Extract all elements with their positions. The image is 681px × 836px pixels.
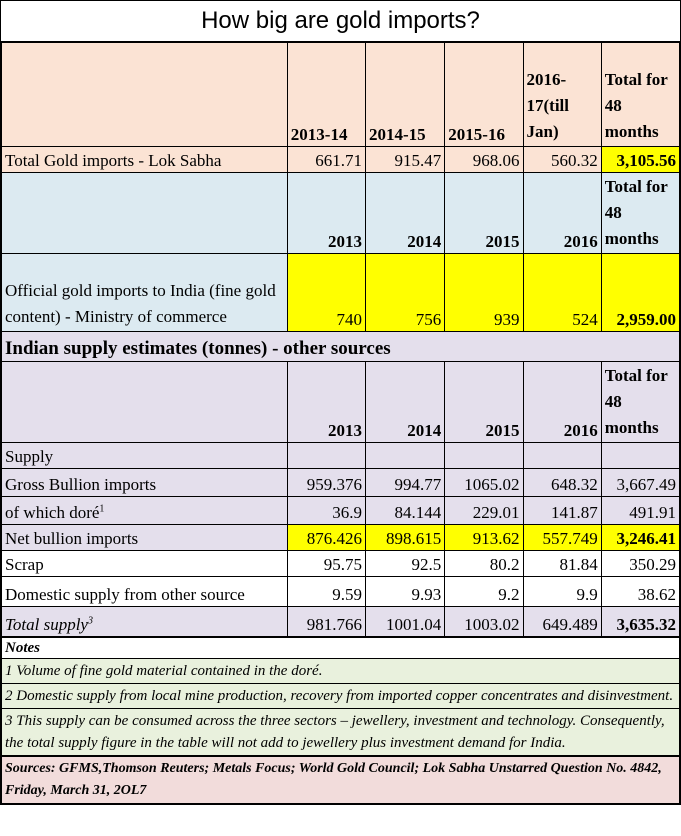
supply-label-row: Supply [1, 442, 681, 469]
table-row: Domestic supply from other source 9.59 9… [1, 576, 681, 607]
header-blank-cell [1, 361, 288, 443]
column-header: 2013-14 [286, 42, 367, 147]
total-cell: 350.29 [600, 550, 681, 577]
lok-sabha-row: Total Gold imports - Lok Sabha 661.71 91… [1, 146, 681, 173]
header-blank-cell [1, 172, 288, 254]
column-header: 2015-16 [444, 42, 524, 147]
total-cell: 2,959.00 [600, 253, 681, 332]
footnote-marker: 3 [87, 615, 93, 627]
row-label-cell: Total supply3 [1, 606, 288, 637]
value-cell: 1003.02 [444, 606, 524, 637]
value-cell: 557.749 [522, 524, 602, 551]
row-label: of which doré [5, 503, 100, 522]
column-header: 2015 [444, 172, 524, 254]
column-header: 2013 [286, 361, 367, 443]
total-cell: 3,635.32 [600, 606, 681, 637]
value-cell: 81.84 [522, 550, 602, 577]
section-title-row: Indian supply estimates (tonnes) - other… [1, 331, 680, 362]
sources-text: Sources: GFMS,Thomson Reuters; Metals Fo… [1, 756, 680, 804]
value-cell: 959.376 [286, 468, 367, 497]
value-cell: 649.489 [522, 606, 602, 637]
total-cell: 491.91 [600, 496, 681, 525]
table-row: Scrap 95.75 92.5 80.2 81.84 350.29 [1, 550, 681, 577]
footnote-marker: 1 [99, 503, 105, 515]
column-header: 2016-17(till Jan) [522, 42, 602, 147]
lok-sabha-header-row: 2013-14 2014-15 2015-16 2016-17(till Jan… [1, 42, 681, 147]
column-header-total: Total for 48 months [600, 42, 681, 147]
value-cell: 9.9 [522, 576, 602, 607]
row-label-cell: of which doré1 [1, 496, 288, 525]
column-header: 2014 [365, 172, 446, 254]
commerce-header-row: 2013 2014 2015 2016 Total for 48 months [1, 172, 681, 254]
column-header-total: Total for 48 months [600, 172, 681, 254]
sources-table: Sources: GFMS,Thomson Reuters; Metals Fo… [1, 756, 680, 804]
page-title: How big are gold imports? [1, 1, 680, 42]
value-cell: 661.71 [286, 146, 367, 173]
column-header-total: Total for 48 months [600, 361, 681, 443]
value-cell: 648.32 [522, 468, 602, 497]
value-cell: 939 [444, 253, 524, 332]
value-cell: 9.93 [365, 576, 446, 607]
column-header: 2014 [365, 361, 446, 443]
column-header: 2016 [522, 172, 602, 254]
header-blank-cell [1, 42, 288, 147]
column-header: 2016 [522, 361, 602, 443]
value-cell: 968.06 [444, 146, 524, 173]
value-cell: 92.5 [365, 550, 446, 577]
value-cell: 80.2 [444, 550, 524, 577]
note-item: 2 Domestic supply from local mine produc… [1, 683, 680, 709]
value-cell: 876.426 [286, 524, 367, 551]
value-cell: 229.01 [444, 496, 524, 525]
row-label: Scrap [1, 550, 288, 577]
row-label: Domestic supply from other source [1, 576, 288, 607]
value-cell: 560.32 [522, 146, 602, 173]
row-label: Gross Bullion imports [1, 468, 288, 497]
row-label: Official gold imports to India (fine gol… [1, 253, 288, 332]
total-cell: 3,667.49 [600, 468, 681, 497]
value-cell: 756 [365, 253, 446, 332]
table-row-highlighted: Net bullion imports 876.426 898.615 913.… [1, 524, 681, 551]
value-cell: 994.77 [365, 468, 446, 497]
total-cell: 3,105.56 [600, 146, 681, 173]
other-header-row: 2013 2014 2015 2016 Total for 48 months [1, 361, 681, 443]
data-table: 2013-14 2014-15 2015-16 2016-17(till Jan… [1, 42, 681, 637]
value-cell: 524 [522, 253, 602, 332]
row-label: Net bullion imports [1, 524, 288, 551]
value-cell: 915.47 [365, 146, 446, 173]
column-header: 2015 [444, 361, 524, 443]
column-header: 2014-15 [365, 42, 446, 147]
commerce-row: Official gold imports to India (fine gol… [1, 253, 681, 332]
total-cell: 38.62 [600, 576, 681, 607]
table-row: Gross Bullion imports 959.376 994.77 106… [1, 468, 681, 497]
value-cell: 95.75 [286, 550, 367, 577]
value-cell: 36.9 [286, 496, 367, 525]
section-title: Indian supply estimates (tonnes) - other… [1, 331, 680, 362]
value-cell: 1001.04 [365, 606, 446, 637]
row-label: Total supply [5, 615, 88, 634]
value-cell: 84.144 [365, 496, 446, 525]
row-label: Supply [1, 442, 288, 469]
value-cell: 1065.02 [444, 468, 524, 497]
note-item: 3 This supply can be consumed across the… [1, 708, 680, 756]
value-cell: 740 [286, 253, 367, 332]
total-cell: 3,246.41 [600, 524, 681, 551]
value-cell: 9.2 [444, 576, 524, 607]
gold-imports-table-figure: How big are gold imports? 2013-14 2014-1… [0, 0, 681, 805]
value-cell: 141.87 [522, 496, 602, 525]
total-supply-row: Total supply3 981.766 1001.04 1003.02 64… [1, 606, 681, 637]
notes-table: Notes 1 Volume of fine gold material con… [1, 637, 680, 756]
column-header: 2013 [286, 172, 367, 254]
row-label: Total Gold imports - Lok Sabha [1, 146, 288, 173]
notes-heading: Notes [1, 637, 680, 659]
value-cell: 898.615 [365, 524, 446, 551]
value-cell: 9.59 [286, 576, 367, 607]
value-cell: 913.62 [444, 524, 524, 551]
table-row: of which doré1 36.9 84.144 229.01 141.87… [1, 496, 681, 525]
value-cell: 981.766 [286, 606, 367, 637]
note-item: 1 Volume of fine gold material contained… [1, 658, 680, 684]
